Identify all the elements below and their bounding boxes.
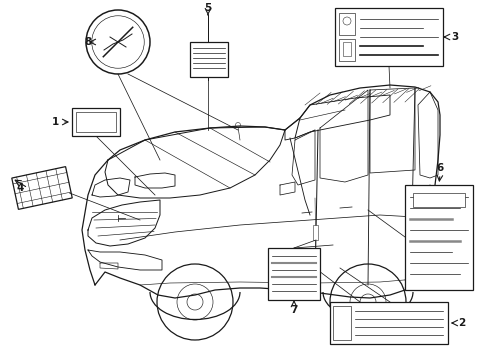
Text: 1: 1 [51,117,59,127]
Bar [76,112,116,132]
Bar [427,200,437,235]
Text: 4: 4 [16,183,23,193]
Bar [267,248,319,300]
Bar [332,306,350,340]
Text: 6: 6 [435,163,443,173]
Text: 2: 2 [457,318,465,328]
Text: 3: 3 [450,32,458,42]
Text: 8: 8 [84,37,91,47]
Bar [342,42,350,56]
Bar [190,42,227,77]
Bar [312,225,317,240]
Bar [412,193,464,207]
Bar [334,8,442,66]
Bar [329,302,447,344]
Bar [338,13,354,35]
Text: 7: 7 [290,305,297,315]
Text: 5: 5 [204,3,211,13]
Bar [72,108,120,136]
Bar [338,39,354,61]
Bar [404,185,472,290]
